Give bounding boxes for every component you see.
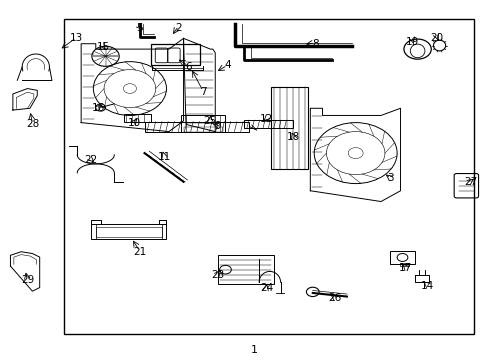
Bar: [399, 263, 408, 266]
Text: 2: 2: [175, 23, 182, 33]
Text: 17: 17: [398, 263, 411, 273]
Text: 29: 29: [21, 275, 34, 285]
Text: 20: 20: [429, 33, 443, 43]
Text: 10: 10: [128, 118, 141, 128]
Bar: [64, 19, 473, 334]
Bar: [389, 251, 414, 264]
Text: 7: 7: [199, 87, 206, 97]
Text: 9: 9: [214, 121, 221, 131]
Bar: [217, 255, 273, 284]
Text: 22: 22: [84, 155, 97, 165]
Text: 15: 15: [96, 42, 109, 52]
Bar: [183, 127, 222, 132]
Text: 6: 6: [185, 62, 191, 72]
Text: 13: 13: [69, 33, 83, 43]
Text: 1: 1: [250, 345, 257, 355]
Text: 12: 12: [259, 114, 272, 124]
Bar: [181, 116, 224, 132]
Text: 14: 14: [420, 281, 433, 291]
Text: 24: 24: [259, 283, 272, 293]
Bar: [151, 44, 199, 65]
Bar: [244, 120, 293, 128]
Text: 4: 4: [224, 60, 230, 70]
Text: 11: 11: [157, 152, 170, 162]
Text: 5: 5: [136, 23, 142, 33]
Text: 28: 28: [26, 120, 39, 129]
Bar: [124, 114, 151, 122]
Text: 21: 21: [133, 247, 146, 257]
Bar: [96, 226, 161, 237]
Text: 26: 26: [327, 293, 341, 303]
Text: 19: 19: [405, 37, 419, 47]
Bar: [271, 87, 307, 169]
Text: 16: 16: [91, 103, 104, 113]
Bar: [91, 224, 166, 239]
Text: 3: 3: [386, 173, 393, 183]
Text: 18: 18: [286, 132, 299, 142]
Bar: [144, 122, 249, 132]
Text: 8: 8: [311, 39, 318, 49]
Text: 25: 25: [203, 116, 217, 126]
Text: 23: 23: [211, 270, 224, 280]
Text: 27: 27: [464, 177, 477, 187]
